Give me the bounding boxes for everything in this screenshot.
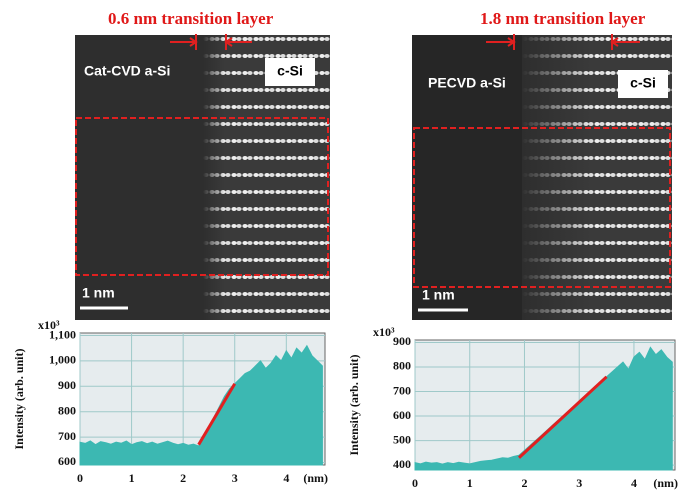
x-tick-label: 1 (129, 471, 135, 485)
multiplier: x10³ (38, 318, 60, 332)
x-tick-label: 0 (412, 476, 418, 490)
x-tick-label: 0 (77, 471, 83, 485)
y-tick-label: 1,000 (49, 353, 76, 367)
y-tick-label: 900 (393, 334, 411, 348)
y-tick-label: 600 (393, 408, 411, 422)
x-axis-unit: (nm) (653, 476, 678, 490)
y-tick-label: 500 (393, 432, 411, 446)
multiplier: x10³ (373, 325, 395, 339)
arrow (486, 34, 640, 50)
x-tick-label: 2 (521, 476, 527, 490)
y-axis-label: Intensity (arb. unit) (347, 354, 361, 455)
region-label: c-Si (630, 75, 656, 91)
x-tick-label: 4 (283, 471, 289, 485)
y-tick-label: 700 (58, 429, 76, 443)
y-tick-label: 700 (393, 383, 411, 397)
region-label: PECVD a-Si (428, 75, 506, 91)
region-label: Cat-CVD a-Si (84, 63, 170, 79)
arrow (170, 34, 252, 50)
x-tick-label: 1 (467, 476, 473, 490)
tem-image: PECVD a-Si c-Si 1 nm 1.8 nm transition l… (412, 9, 672, 320)
y-tick-label: 800 (393, 359, 411, 373)
x-tick-label: 2 (180, 471, 186, 485)
annotation: 0.6 nm transition layer (108, 9, 274, 28)
annotation: 1.8 nm transition layer (480, 9, 646, 28)
area (79, 344, 323, 466)
x-axis-unit: (nm) (303, 471, 328, 485)
x-tick-label: 3 (232, 471, 238, 485)
scale-bar-label: 1 nm (422, 287, 455, 303)
trend-line (517, 375, 608, 459)
y-tick-label: 900 (58, 378, 76, 392)
y-tick-label: 1,100 (49, 327, 76, 341)
x-tick-label: 4 (631, 476, 637, 490)
trend-line (197, 383, 237, 446)
y-tick-label: 600 (58, 454, 76, 468)
y-tick-label: 800 (58, 403, 76, 417)
scale-bar-label: 1 nm (82, 285, 115, 301)
tem-image: Cat-CVD a-Si c-Si 1 nm 0.6 nm transition… (75, 9, 330, 320)
y-axis-label: Intensity (arb. unit) (12, 348, 26, 449)
region-label: c-Si (277, 63, 303, 79)
y-tick-label: 400 (393, 457, 411, 471)
x-tick-label: 3 (576, 476, 582, 490)
